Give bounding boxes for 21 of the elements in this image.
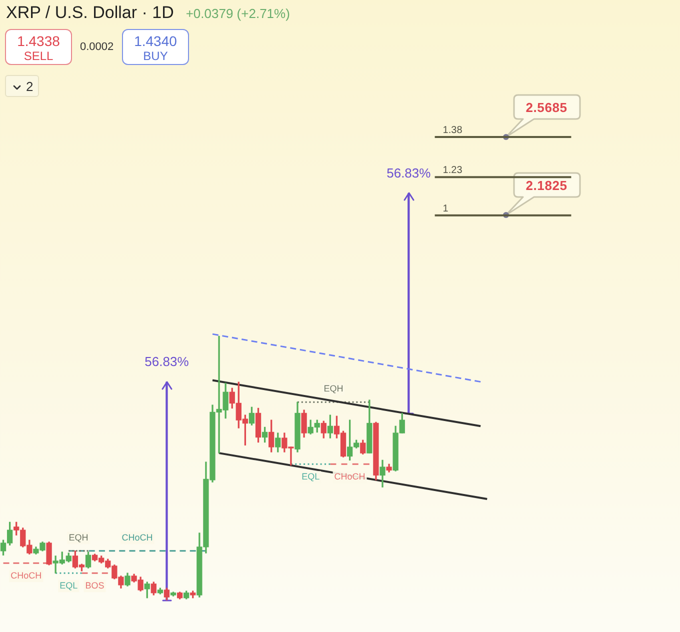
- series-label: 56.83%: [144, 354, 190, 370]
- series-label: BOS: [85, 580, 104, 591]
- text: 0.0002: [80, 41, 114, 54]
- text: 2.1825: [526, 178, 568, 194]
- series-label: EQL: [60, 580, 78, 591]
- chart-title: XRP / U.S. Dollar · 1D: [6, 3, 174, 23]
- chart-subtitle: +0.0379 (+2.71%): [186, 6, 290, 21]
- series-label: EQH: [324, 384, 344, 394]
- series-label: CHoCH: [10, 570, 42, 581]
- series-label: EQH: [68, 532, 88, 542]
- buy-button: 1.4340 BUY: [122, 29, 189, 65]
- text: 1.23: [442, 165, 463, 176]
- series-label: CHoCH: [122, 532, 153, 542]
- series-label: 56.83%: [386, 165, 432, 180]
- series-label: CHoCH: [334, 472, 366, 482]
- text: 1: [442, 203, 449, 214]
- text: 2.5685: [526, 100, 568, 115]
- dropdown-button: 2: [5, 75, 39, 97]
- series-label: EQL: [302, 472, 320, 482]
- sell-button: 1.4338 SELL: [5, 29, 72, 65]
- text: 1.38: [442, 125, 463, 136]
